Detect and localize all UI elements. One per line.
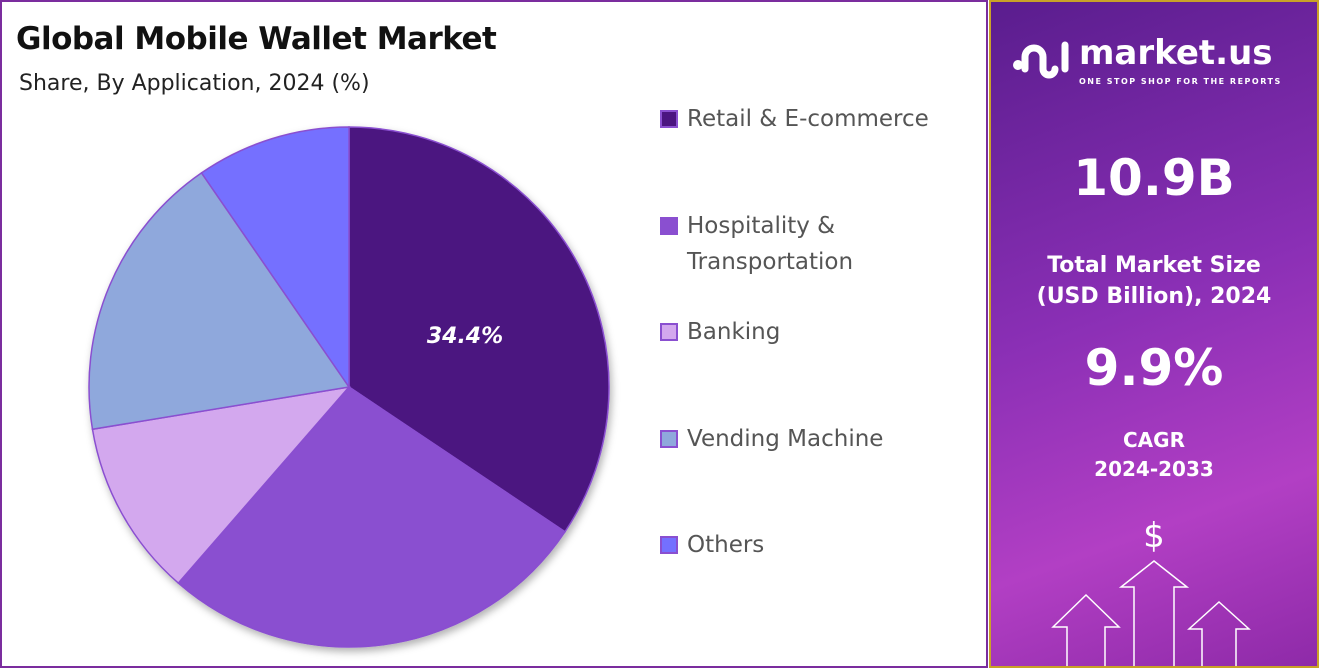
chart-subtitle: Share, By Application, 2024 (%) — [19, 71, 370, 96]
legend-item-others: Others — [660, 527, 764, 563]
legend-swatch — [660, 217, 678, 235]
legend-swatch — [660, 110, 678, 128]
pie-slice-hospitality-transportation — [177, 386, 566, 648]
market-size-label-2: (USD Billion), 2024 — [1036, 284, 1272, 309]
cagr-label: CAGR — [1123, 428, 1185, 452]
market-size-value: 10.9B — [1073, 149, 1235, 207]
cagr-value: 9.9% — [1084, 339, 1224, 397]
chart-panel: Global Mobile Wallet Market Share, By Ap… — [0, 0, 988, 668]
summary-panel: market.us ONE STOP SHOP FOR THE REPORTS … — [989, 0, 1319, 668]
market-us-logo: market.us ONE STOP SHOP FOR THE REPORTS — [1011, 32, 1282, 88]
chart-title: Global Mobile Wallet Market — [16, 21, 497, 57]
pie-slice-retail-e-commerce — [348, 126, 610, 533]
logo-name: market.us — [1079, 33, 1273, 73]
legend-swatch — [660, 536, 678, 554]
legend-swatch — [660, 430, 678, 448]
logo-icon — [1013, 41, 1069, 79]
growth-arrows-icon — [1051, 560, 1251, 666]
legend-label: Others — [687, 532, 765, 558]
legend-label: Retail & E-commerce — [687, 106, 929, 132]
legend-label: Vending Machine — [687, 426, 884, 452]
pie-slice-banking — [91, 385, 351, 585]
data-label-retail: 34.4% — [427, 324, 503, 349]
legend-item-banking: Banking — [660, 314, 780, 350]
legend-label: Banking — [687, 319, 781, 345]
legend-item-vending: Vending Machine — [660, 421, 883, 457]
legend-swatch — [660, 323, 678, 341]
dollar-sign: $ — [1143, 516, 1165, 556]
logo-tagline: ONE STOP SHOP FOR THE REPORTS — [1079, 77, 1282, 86]
pie-slice-vending-machine — [88, 171, 351, 431]
cagr-period: 2024-2033 — [1094, 457, 1214, 481]
market-size-label: Total Market Size — [1047, 253, 1261, 278]
pie-slice-others — [200, 126, 350, 390]
pie-chart: 34.4% — [88, 126, 610, 648]
legend-label-line2: Transportation — [687, 249, 854, 275]
legend-item-retail: Retail & E-commerce — [660, 101, 929, 137]
legend-item-hospitality: Hospitality & Transportation — [660, 208, 853, 280]
legend-label: Hospitality & — [687, 213, 836, 239]
